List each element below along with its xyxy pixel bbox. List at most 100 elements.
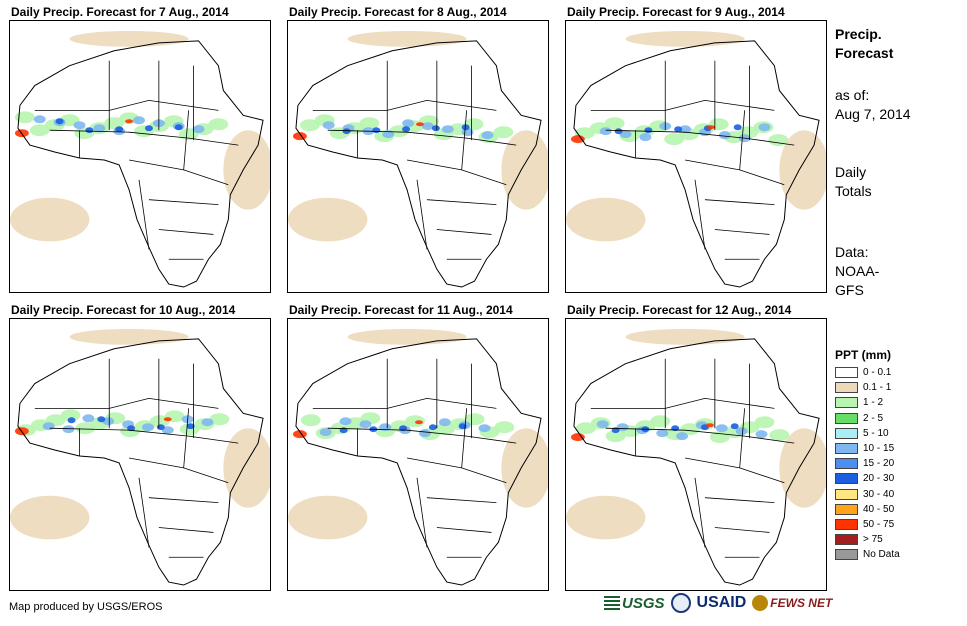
map-panel-aug10: Daily Precip. Forecast for 10 Aug., 2014 bbox=[9, 303, 271, 591]
precip-area bbox=[415, 420, 423, 425]
precip-area bbox=[501, 428, 548, 508]
precip-area bbox=[115, 126, 124, 133]
country-border bbox=[590, 100, 775, 111]
precip-area bbox=[372, 127, 381, 134]
africa-coastline bbox=[295, 338, 542, 586]
precip-area bbox=[730, 423, 739, 430]
map-panel-aug8: Daily Precip. Forecast for 8 Aug., 2014 bbox=[287, 5, 549, 293]
africa-coastline bbox=[573, 338, 820, 586]
precip-area bbox=[82, 414, 95, 423]
precip-area bbox=[733, 124, 742, 131]
legend-swatch bbox=[835, 549, 858, 561]
asof-date: Aug 7, 2014 bbox=[835, 106, 911, 122]
data-line3: GFS bbox=[835, 282, 864, 298]
precip-area bbox=[402, 126, 411, 133]
precip-area bbox=[755, 430, 768, 439]
map-panel-aug11: Daily Precip. Forecast for 11 Aug., 2014 bbox=[287, 303, 549, 591]
country-border bbox=[148, 199, 219, 206]
legend-swatch bbox=[835, 427, 858, 439]
legend-label: 1 - 2 bbox=[863, 397, 884, 409]
precip-area bbox=[625, 30, 745, 47]
country-border bbox=[714, 229, 770, 235]
legend-item: 5 - 10 bbox=[835, 426, 900, 441]
precip-area bbox=[575, 422, 596, 435]
precip-area bbox=[676, 432, 689, 441]
precip-area bbox=[347, 30, 467, 47]
country-border bbox=[49, 129, 239, 146]
country-border bbox=[138, 179, 150, 250]
precip-area bbox=[478, 424, 491, 433]
country-border bbox=[426, 497, 497, 504]
country-border bbox=[138, 477, 150, 548]
country-border bbox=[407, 457, 507, 484]
africa-map-svg bbox=[10, 328, 270, 586]
legend-title: PPT (mm) bbox=[835, 348, 892, 362]
legend-label: 30 - 40 bbox=[863, 488, 895, 500]
precip-area bbox=[758, 123, 771, 132]
country-border bbox=[183, 110, 190, 170]
precip-area bbox=[596, 420, 609, 429]
legend-item: 40 - 50 bbox=[835, 502, 900, 517]
precip-area bbox=[192, 125, 205, 134]
country-border bbox=[436, 229, 492, 235]
precip-area bbox=[644, 127, 653, 134]
legend-label: 5 - 10 bbox=[863, 427, 889, 439]
sidebar-totals: Daily Totals bbox=[835, 163, 872, 201]
precip-area bbox=[402, 119, 415, 128]
country-border bbox=[461, 408, 468, 468]
precip-area bbox=[625, 328, 745, 345]
country-border bbox=[416, 477, 428, 548]
precip-area bbox=[93, 124, 106, 133]
precip-area bbox=[493, 126, 514, 139]
fews-mark-icon bbox=[752, 595, 769, 611]
country-border bbox=[183, 408, 190, 468]
precip-map bbox=[565, 20, 827, 293]
country-border bbox=[148, 497, 219, 504]
legend-rows: 0 - 0.1 0.1 - 1 1 - 2 2 - 5 5 - 10 10 - 15 15 … bbox=[835, 365, 900, 562]
africa-coastline bbox=[17, 40, 264, 288]
precip-area bbox=[288, 495, 368, 540]
ppt-legend: PPT (mm) 0 - 0.1 0.1 - 1 1 - 2 2 - 5 5 - 10 1… bbox=[835, 348, 900, 562]
precip-area bbox=[60, 409, 81, 422]
precip-area bbox=[434, 423, 455, 436]
precip-area bbox=[339, 427, 348, 434]
data-line2: NOAA- bbox=[835, 263, 880, 279]
legend-label: 0.1 - 1 bbox=[863, 382, 892, 394]
africa-map-svg bbox=[10, 30, 270, 288]
precip-area bbox=[614, 128, 623, 135]
precip-map bbox=[287, 318, 549, 591]
legend-label: 2 - 5 bbox=[863, 412, 884, 424]
country-border bbox=[327, 129, 517, 146]
country-border bbox=[605, 129, 795, 146]
precip-area bbox=[501, 130, 548, 210]
panel-title: Daily Precip. Forecast for 8 Aug., 2014 bbox=[289, 5, 507, 19]
africa-map-svg bbox=[288, 328, 548, 586]
precip-area bbox=[201, 418, 214, 427]
precip-area bbox=[735, 427, 748, 436]
panel-title: Daily Precip. Forecast for 7 Aug., 2014 bbox=[11, 5, 229, 19]
map-panel-aug9: Daily Precip. Forecast for 9 Aug., 2014 bbox=[565, 5, 827, 293]
sidebar-heading: Precip. Forecast bbox=[835, 25, 893, 63]
africa-map-svg bbox=[288, 30, 548, 288]
precip-area bbox=[69, 30, 189, 47]
panel-title: Daily Precip. Forecast for 10 Aug., 2014 bbox=[11, 303, 236, 317]
country-border bbox=[129, 159, 229, 186]
legend-item: 15 - 20 bbox=[835, 456, 900, 471]
precip-area bbox=[619, 130, 632, 139]
africa-map-svg bbox=[566, 328, 826, 586]
precip-area bbox=[322, 121, 335, 130]
country-border bbox=[704, 199, 775, 206]
legend-swatch bbox=[835, 443, 858, 455]
country-border bbox=[312, 398, 497, 409]
usaid-logo: USAID bbox=[696, 594, 747, 611]
country-border bbox=[685, 159, 785, 186]
precip-map bbox=[9, 318, 271, 591]
legend-item: 2 - 5 bbox=[835, 411, 900, 426]
legend-label: 15 - 20 bbox=[863, 458, 895, 470]
precip-area bbox=[300, 414, 321, 427]
precip-area bbox=[570, 433, 585, 442]
precip-area bbox=[29, 124, 50, 137]
precip-area bbox=[208, 118, 229, 131]
precip-area bbox=[566, 197, 646, 242]
country-border bbox=[49, 427, 239, 444]
